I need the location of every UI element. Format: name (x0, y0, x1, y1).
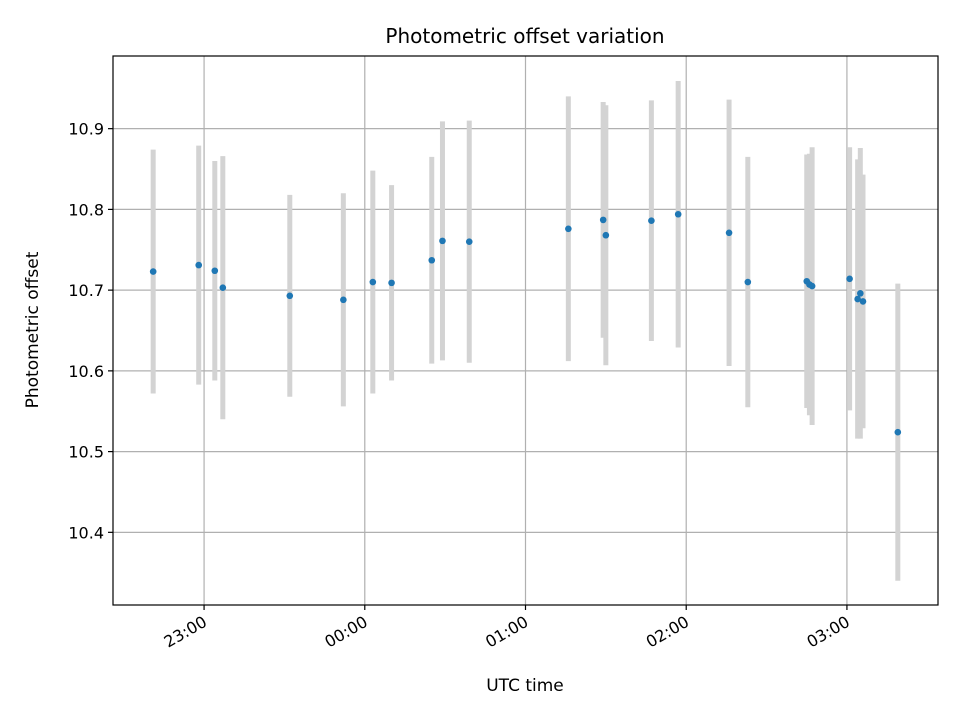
data-points (149, 210, 902, 436)
data-point (565, 225, 572, 233)
y-tick-label: 10.6 (68, 362, 104, 381)
data-point (599, 216, 607, 224)
data-point (439, 237, 446, 245)
y-axis-label: Photometric offset (23, 251, 43, 408)
data-point (674, 210, 682, 218)
data-point (219, 284, 227, 292)
y-tick-label: 10.8 (68, 200, 104, 219)
data-point (857, 290, 864, 297)
data-point (428, 256, 436, 264)
data-point (894, 428, 902, 436)
data-point (286, 292, 294, 300)
data-point (725, 229, 733, 237)
data-point (859, 298, 867, 305)
data-point (388, 279, 395, 287)
grid (113, 56, 938, 605)
data-point (602, 231, 610, 239)
data-point (808, 282, 816, 290)
y-tick-label: 10.7 (68, 281, 104, 300)
data-point (149, 268, 157, 275)
data-point (369, 278, 377, 286)
data-point (195, 261, 203, 269)
data-point (846, 275, 853, 283)
data-point (340, 296, 347, 304)
data-point (648, 217, 655, 224)
data-point (211, 267, 219, 275)
data-point (744, 278, 752, 286)
x-axis-label: UTC time (486, 676, 564, 696)
y-tick-label: 10.4 (68, 523, 104, 542)
data-point (465, 238, 473, 245)
chart-title: Photometric offset variation (385, 24, 664, 48)
y-tick-label: 10.9 (68, 120, 104, 139)
y-tick-label: 10.5 (68, 443, 104, 462)
data-point (854, 295, 861, 303)
